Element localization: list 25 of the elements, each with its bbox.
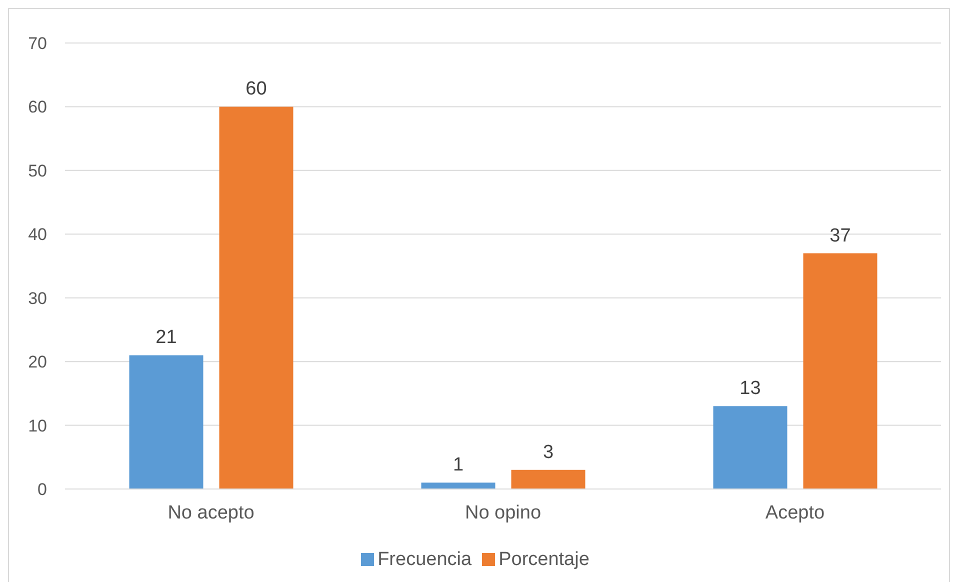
- bar: [129, 355, 204, 489]
- data-label: 13: [740, 378, 761, 400]
- x-tick-label: No opino: [464, 502, 542, 524]
- y-tick-label: 70: [28, 34, 47, 54]
- x-tick-label: No acepto: [168, 502, 254, 524]
- bar: [511, 470, 586, 489]
- bar: [421, 482, 496, 489]
- y-tick-label: 40: [28, 225, 47, 244]
- y-tick-label: 0: [38, 480, 47, 500]
- y-tick-label: 50: [28, 161, 47, 180]
- bar: [219, 106, 294, 489]
- data-label: 21: [156, 327, 177, 348]
- y-tick-label: 20: [28, 352, 47, 372]
- data-label: 3: [542, 442, 554, 463]
- bar: [803, 253, 878, 489]
- data-label: 1: [452, 454, 464, 476]
- x-tick-label: Acepto: [765, 502, 825, 524]
- y-tick-label: 60: [28, 98, 47, 117]
- legend-label: Porcentaje: [498, 549, 590, 570]
- y-tick-label: 10: [28, 416, 47, 436]
- data-label: 60: [246, 78, 267, 100]
- y-tick-label: 30: [28, 288, 47, 308]
- legend-label: Frecuencia: [378, 549, 472, 570]
- data-label: 37: [830, 225, 851, 246]
- bar: [713, 406, 788, 489]
